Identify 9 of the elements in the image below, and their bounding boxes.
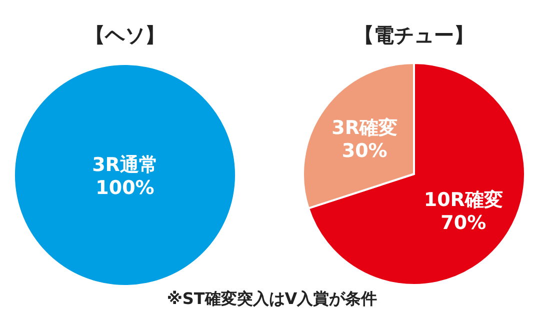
- data-label: 30%: [342, 140, 388, 162]
- data-label: 70%: [440, 212, 486, 234]
- chart-title: 【電チュー】: [354, 23, 474, 47]
- data-label: 100%: [96, 177, 154, 199]
- slice-label: 3R通常: [92, 154, 158, 176]
- slice-label: 3R確変: [332, 117, 398, 140]
- text: ※ST確変突入はV入賞が条件: [166, 289, 378, 308]
- slice-label: 10R確変: [424, 188, 503, 211]
- chart-title: 【ヘソ】: [85, 23, 165, 47]
